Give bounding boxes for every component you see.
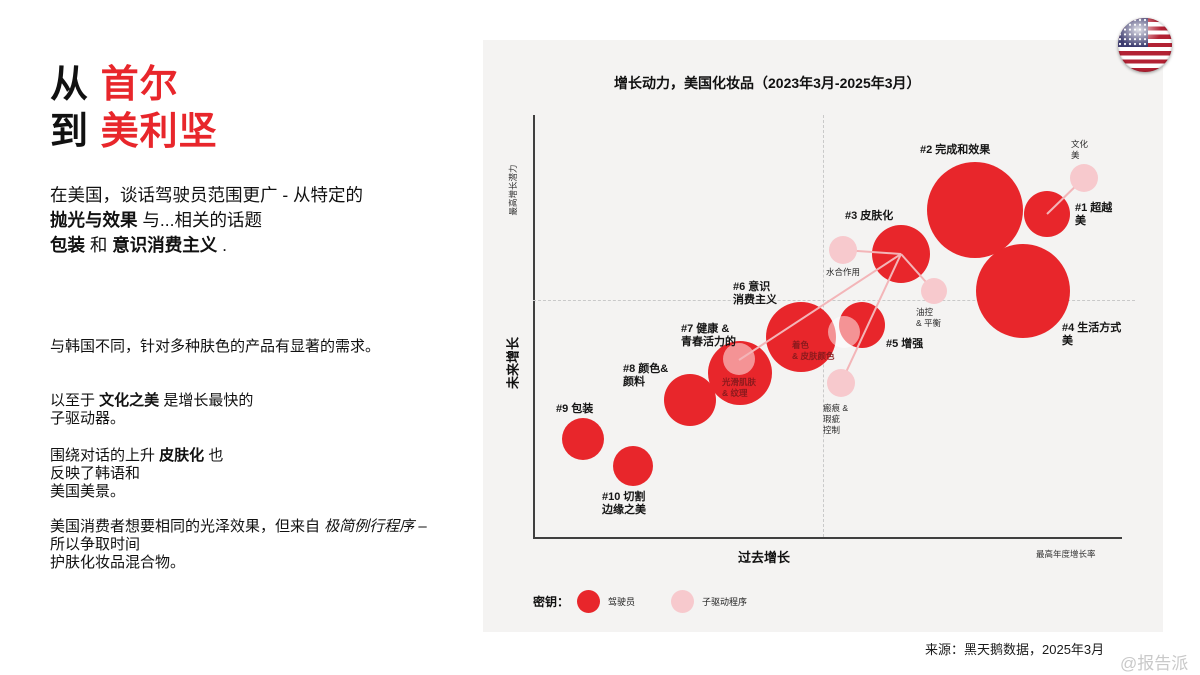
chart-title: 增长动力，美国化妆品（2023年3月-2025年3月） bbox=[614, 75, 921, 91]
legend-driver-label: 驾驶员 bbox=[608, 597, 636, 607]
bubble-cutting-edge-beauty bbox=[613, 446, 653, 486]
bubble-transcendent-beauty bbox=[1024, 191, 1070, 237]
chart-label: #9 包装 bbox=[556, 403, 594, 415]
bubble-chart: 增长动力，美国化妆品（2023年3月-2025年3月） 未来增长 最高增长潜力 … bbox=[483, 40, 1163, 632]
y-axis-label: 未来增长 bbox=[505, 336, 521, 390]
chart-label: 瘢痕 & 瑕疵 控制 bbox=[823, 403, 849, 435]
intro-paragraph: 在美国，谈话驾驶员范围更广 - 从特定的 抛光与效果 与...相关的话题 包装 … bbox=[50, 185, 364, 255]
y-axis-note: 最高增长潜力 bbox=[508, 164, 518, 216]
chart-label: 文化 美 bbox=[1071, 139, 1089, 160]
chart-label: 水合作用 bbox=[826, 267, 861, 277]
chart-label: 光滑肌肤 & 纹理 bbox=[722, 377, 757, 398]
us-flag-icon bbox=[1118, 18, 1172, 72]
bubble-packaging bbox=[562, 418, 604, 460]
chart-label: #7 健康 & 青春活力的 bbox=[681, 323, 736, 348]
bubble-oil-control-balance bbox=[921, 278, 947, 304]
legend-driver-swatch bbox=[577, 590, 601, 613]
chart-label: #2 完成和效果 bbox=[920, 144, 991, 156]
body-paragraph-3: 围绕对话的上升 皮肤化 也 反映了韩语和 美国美景。 bbox=[50, 447, 224, 500]
x-axis-note: 最高年度增长率 bbox=[1036, 549, 1096, 559]
bubble-lifestyle-beauty bbox=[976, 244, 1070, 338]
page-title: 从 首尔 到 美利坚 bbox=[50, 62, 218, 156]
x-axis-label: 过去增长 bbox=[738, 550, 791, 565]
chart-label: #1 超越 美 bbox=[1075, 202, 1113, 227]
legend-key-label: 密钥： bbox=[533, 595, 570, 609]
legend-subdriver-swatch bbox=[671, 590, 695, 613]
chart-label: #4 生活方式 美 bbox=[1062, 322, 1122, 347]
bubble-skinification bbox=[872, 225, 930, 283]
chart-label: #5 增强 bbox=[886, 338, 924, 350]
chart-label: #3 皮肤化 bbox=[845, 210, 894, 222]
bubble-blemish-control bbox=[827, 369, 855, 397]
chart-label: #10 切割 边缘之美 bbox=[602, 491, 646, 516]
source-citation: 来源：黑天鹅数据，2025年3月 bbox=[925, 642, 1105, 657]
body-paragraph-1: 与韩国不同，针对多种肤色的产品有显著的需求。 bbox=[50, 338, 381, 355]
bubble-culture-beauty bbox=[1070, 164, 1098, 192]
chart-label: #8 颜色& 颜料 bbox=[623, 363, 669, 388]
body-paragraph-4: 美国消费者想要相同的光泽效果，但来自 极简例行程序 – 所以争取时间 护肤化妆品… bbox=[50, 518, 427, 571]
chart-legend: 密钥： 驾驶员 子驱动程序 bbox=[533, 590, 775, 613]
watermark: @报告派 bbox=[1120, 654, 1189, 673]
chart-label: 油控 & 平衡 bbox=[916, 307, 942, 328]
bubble-finish-and-effects bbox=[927, 162, 1023, 258]
chart-label: #6 意识 消费主义 bbox=[733, 281, 777, 306]
title-line2: 到 美利坚 bbox=[50, 111, 218, 153]
body-paragraph-2: 以至于 文化之美 是增长最快的 子驱动器。 bbox=[50, 392, 254, 427]
plot-axes bbox=[533, 115, 1122, 539]
flag-gloss bbox=[1118, 18, 1172, 72]
chart-label: 着色 & 皮肤颜色 bbox=[792, 340, 835, 361]
legend-subdriver-label: 子驱动程序 bbox=[702, 597, 748, 607]
bubble-color-pigment bbox=[664, 374, 716, 426]
title-line1: 从 首尔 bbox=[50, 64, 179, 106]
bubble-hydration bbox=[829, 236, 857, 264]
